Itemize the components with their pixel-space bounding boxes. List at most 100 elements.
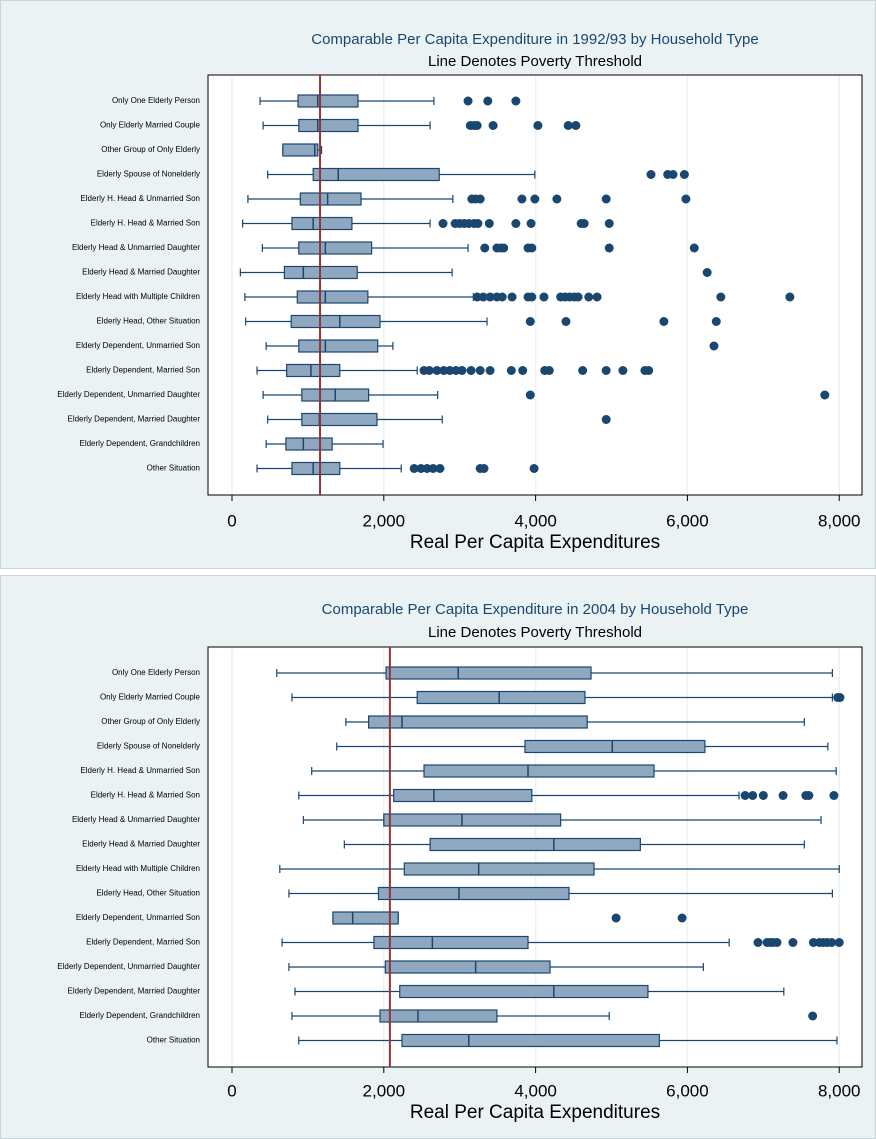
x-tick-label: 0	[227, 511, 236, 530]
whisker-high	[659, 1036, 838, 1045]
whisker-high	[357, 121, 431, 130]
outlier	[601, 366, 611, 375]
whisker-high	[339, 464, 402, 473]
whisker-high	[560, 816, 822, 824]
x-tick-label: 6,000	[666, 1081, 709, 1100]
box	[291, 216, 353, 231]
whisker-high	[584, 693, 833, 702]
outlier	[668, 170, 678, 179]
box	[282, 143, 319, 157]
whisker-high	[351, 219, 431, 228]
category-label: Only One Elderly Person	[112, 668, 200, 677]
outlier	[584, 292, 594, 302]
category-label: Only Elderly Married Couple	[100, 121, 201, 130]
category-label: Other Situation	[147, 464, 200, 473]
chart-title: Comparable Per Capita Expenditure in 199…	[311, 31, 759, 48]
outlier	[530, 194, 540, 204]
outlier	[457, 366, 467, 375]
outlier	[834, 938, 844, 947]
category-label: Other Group of Only Elderly	[101, 717, 200, 726]
box	[298, 241, 373, 255]
outlier	[488, 121, 498, 130]
x-tick-label: 6,000	[666, 511, 709, 530]
whisker-low	[244, 293, 298, 301]
outlier	[518, 366, 528, 375]
outlier	[432, 366, 442, 375]
outlier	[466, 366, 476, 375]
outlier	[679, 170, 689, 179]
box	[285, 437, 333, 451]
box	[385, 666, 592, 680]
category-label: Elderly Dependent, Married Daughter	[67, 987, 200, 996]
whisker-low	[242, 219, 292, 228]
category-label: Elderly Head & Married Daughter	[82, 268, 200, 277]
x-tick-label: 4,000	[514, 511, 557, 530]
outlier	[511, 96, 521, 106]
outlier	[409, 464, 419, 473]
outlier	[483, 96, 493, 106]
box	[373, 935, 529, 950]
outlier	[511, 219, 521, 228]
box	[297, 94, 359, 108]
whisker-low	[291, 1012, 381, 1020]
whisker-high	[591, 669, 833, 677]
whisker-low	[311, 767, 425, 775]
category-label: Elderly Dependent, Married Son	[86, 938, 200, 947]
whisker-high	[357, 268, 453, 277]
box	[383, 813, 562, 827]
whisker-low	[336, 742, 525, 751]
category-label: Elderly H. Head & Married Son	[91, 791, 200, 800]
x-tick-label: 0	[227, 1081, 236, 1100]
whisker-low	[294, 987, 400, 996]
whisker-high	[587, 718, 805, 726]
outlier	[573, 292, 583, 302]
box	[401, 1033, 660, 1048]
category-label: Elderly Dependent, Unmarried Daughter	[57, 962, 200, 971]
whisker-low	[281, 938, 374, 947]
whisker-low	[343, 840, 431, 849]
category-label: Other Group of Only Elderly	[101, 145, 200, 154]
whisker-low	[267, 170, 314, 179]
category-label: Elderly Head & Married Daughter	[82, 840, 200, 849]
x-tick-label: 8,000	[818, 1081, 861, 1100]
whisker-low	[247, 195, 301, 203]
x-tick-label: 2,000	[363, 511, 406, 530]
category-label: Elderly Dependent, Unmarried Son	[76, 913, 200, 922]
category-label: Elderly Head with Multiple Children	[76, 864, 200, 873]
outlier	[689, 243, 699, 253]
chart-subtitle: Line Denotes Poverty Threshold	[428, 624, 642, 641]
outlier	[681, 194, 691, 204]
outlier	[601, 194, 611, 204]
outlier	[526, 219, 536, 228]
outlier	[485, 292, 495, 302]
box	[423, 764, 655, 778]
whisker-low	[298, 1036, 403, 1045]
outlier	[702, 268, 712, 277]
outlier	[740, 791, 750, 800]
outlier	[646, 170, 656, 179]
whisker-low	[345, 718, 369, 726]
whisker-high	[654, 767, 837, 775]
whisker-high	[332, 440, 384, 448]
outlier	[539, 292, 549, 302]
outlier	[611, 913, 621, 923]
outlier	[804, 791, 814, 800]
whisker-high	[550, 963, 704, 971]
outlier	[525, 390, 535, 400]
category-label: Elderly H. Head & Unmarried Son	[80, 766, 200, 775]
box	[377, 886, 570, 901]
box	[298, 339, 379, 353]
whisker-high	[439, 170, 536, 179]
category-label: Other Situation	[147, 1036, 200, 1045]
box	[416, 690, 586, 705]
outlier	[485, 366, 495, 375]
box	[384, 960, 551, 974]
outlier	[835, 693, 845, 702]
chart-subtitle: Line Denotes Poverty Threshold	[428, 53, 642, 70]
outlier	[527, 243, 537, 253]
outlier	[424, 366, 434, 375]
x-axis-title: Real Per Capita Expenditures	[410, 1102, 660, 1123]
box	[301, 412, 378, 427]
whisker-high	[339, 366, 418, 375]
outlier	[758, 791, 768, 800]
